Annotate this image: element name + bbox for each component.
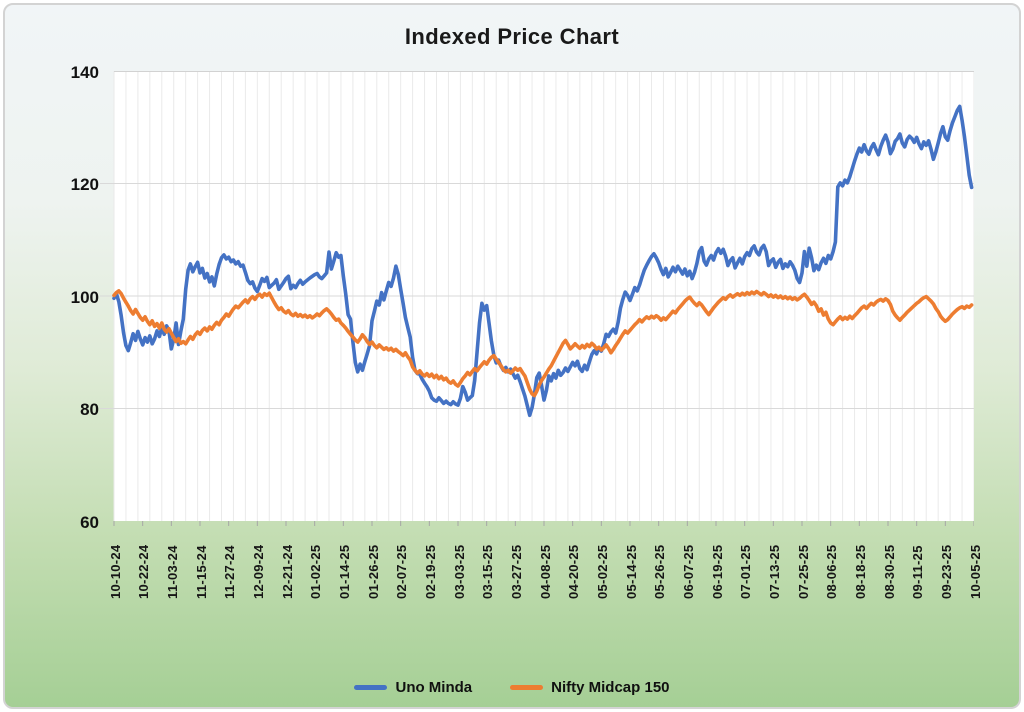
nifty-midcap-150-line-swatch-icon	[510, 684, 544, 690]
x-tick-label: 03-03-25	[451, 544, 467, 599]
x-tick-label: 12-21-24	[279, 544, 295, 599]
x-tick-label: 04-20-25	[566, 544, 582, 599]
x-tick-label: 10-22-24	[136, 544, 152, 599]
y-tick-label: 100	[70, 288, 99, 307]
x-tick-label: 02-19-25	[422, 544, 438, 599]
x-tick-label: 10-10-24	[107, 544, 123, 599]
y-tick-label: 80	[80, 400, 99, 419]
x-tick-label: 07-01-25	[738, 544, 754, 599]
x-tick-label: 03-27-25	[508, 544, 524, 599]
x-tick-label: 09-23-25	[938, 544, 954, 599]
series-line-nifty-midcap-150	[112, 289, 974, 398]
x-tick-label: 01-26-25	[365, 544, 381, 599]
x-tick-label: 10-05-25	[967, 544, 983, 599]
x-tick-label: 01-14-25	[336, 544, 352, 599]
series-line-uno-minda	[112, 104, 974, 418]
x-tick-label: 05-14-25	[623, 544, 639, 599]
x-tick-label: 05-26-25	[652, 544, 668, 599]
uno-minda-line-swatch-icon	[354, 684, 388, 690]
x-tick-label: 09-11-25	[910, 545, 926, 599]
x-tick-label: 04-08-25	[537, 544, 553, 599]
legend-item-nifty-midcap-150: Nifty Midcap 150	[510, 678, 670, 696]
x-tick-label: 12-09-24	[250, 544, 266, 599]
x-tick-label: 08-06-25	[824, 544, 840, 599]
y-tick-label: 120	[70, 175, 99, 194]
x-tick-label: 03-15-25	[480, 544, 496, 599]
chart-frame: Indexed Price Chart 140 120 100 80 60 10…	[3, 3, 1021, 709]
x-tick-label: 07-13-25	[766, 544, 782, 599]
y-tick-label: 140	[70, 63, 99, 82]
x-tick-label: 02-07-25	[394, 544, 410, 599]
x-tick-label: 05-02-25	[594, 544, 610, 599]
x-tick-label: 11-03-24	[164, 545, 180, 599]
x-tick-label: 06-07-25	[680, 544, 696, 599]
x-tick-label: 06-19-25	[709, 544, 725, 599]
x-tick-label: 07-25-25	[795, 544, 811, 599]
legend-item-uno-minda: Uno Minda	[354, 679, 472, 696]
x-tick-label: 11-27-24	[222, 545, 238, 599]
x-tick-label: 08-30-25	[881, 544, 897, 599]
x-tick-label: 01-02-25	[308, 544, 324, 599]
legend-label-nifty-midcap-150: Nifty Midcap 150	[551, 678, 670, 696]
legend: Uno Minda Nifty Midcap 150	[5, 675, 1019, 699]
x-tick-label: 08-18-25	[852, 544, 868, 599]
legend-label-uno-minda: Uno Minda	[395, 678, 473, 696]
y-tick-label: 60	[80, 513, 99, 532]
chart-canvas	[100, 71, 974, 526]
chart-title: Indexed Price Chart	[404, 24, 620, 49]
x-tick-label: 11-15-24	[193, 545, 209, 599]
